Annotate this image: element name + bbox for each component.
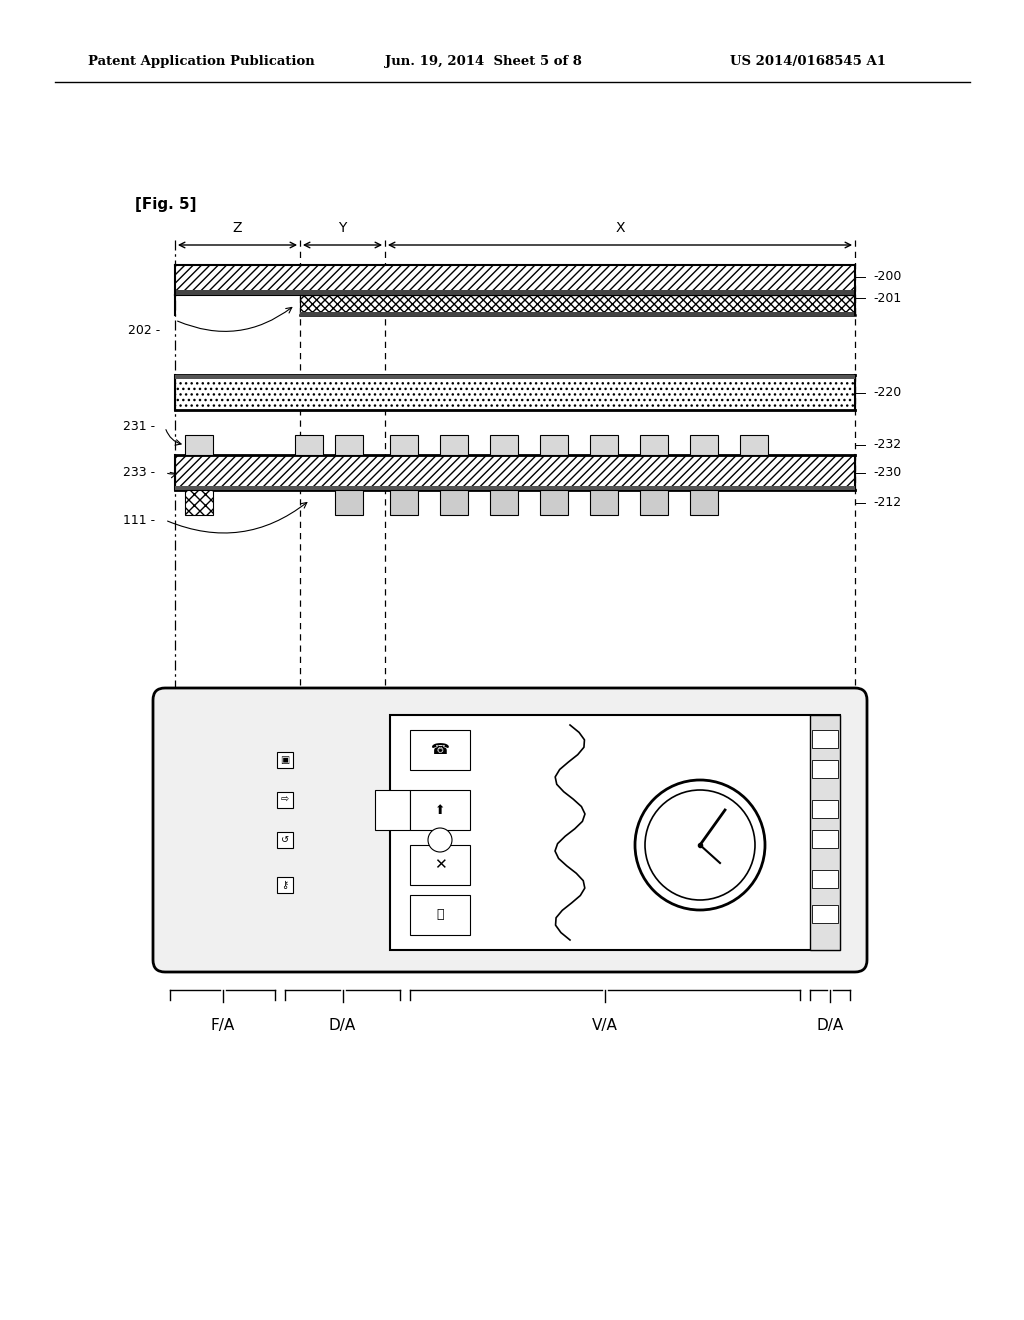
Circle shape (645, 789, 755, 900)
Text: 202 -: 202 - (128, 323, 160, 337)
Bar (300, 294, 855, 315)
Bar (812, 760, 838, 777)
Text: Jun. 19, 2014  Sheet 5 of 8: Jun. 19, 2014 Sheet 5 of 8 (385, 55, 582, 69)
Text: -212: -212 (873, 496, 901, 510)
Bar (740, 436, 768, 455)
Bar (490, 490, 518, 515)
Bar (540, 490, 568, 515)
Text: ⇨: ⇨ (281, 795, 289, 805)
Bar (278, 792, 293, 808)
Text: Y: Y (338, 220, 347, 235)
Bar (440, 436, 468, 455)
Text: [Fig. 5]: [Fig. 5] (135, 198, 197, 213)
Text: 233 -: 233 - (123, 466, 155, 479)
Bar (335, 490, 362, 515)
Bar (390, 490, 418, 515)
Text: ✕: ✕ (433, 858, 446, 873)
Circle shape (428, 828, 452, 851)
Bar (175, 290, 855, 294)
Text: 231 -: 231 - (123, 421, 155, 433)
Text: Patent Application Publication: Patent Application Publication (88, 55, 314, 69)
Bar (812, 800, 838, 818)
Circle shape (635, 780, 765, 909)
Text: 111 -: 111 - (123, 513, 155, 527)
Text: -200: -200 (873, 271, 901, 284)
Text: -201: -201 (873, 292, 901, 305)
Bar (410, 845, 470, 884)
Text: X: X (615, 220, 625, 235)
Bar (278, 752, 293, 768)
Bar (640, 436, 668, 455)
Bar (185, 436, 213, 455)
Bar (390, 436, 418, 455)
Text: ↺: ↺ (281, 836, 289, 845)
Bar (295, 436, 323, 455)
Text: US 2014/0168545 A1: US 2014/0168545 A1 (730, 55, 886, 69)
Bar (278, 832, 293, 847)
Text: -220: -220 (873, 385, 901, 399)
Text: -232: -232 (873, 438, 901, 451)
Text: ▣: ▣ (281, 755, 290, 766)
Bar (410, 789, 470, 830)
Bar (812, 830, 838, 847)
Bar (175, 486, 855, 490)
Bar (490, 436, 518, 455)
Bar (810, 715, 840, 950)
Text: -230: -230 (873, 466, 901, 479)
Bar (640, 490, 668, 515)
Text: 🔄: 🔄 (436, 908, 443, 921)
Text: ☎: ☎ (430, 742, 450, 758)
Text: F/A: F/A (210, 1018, 234, 1034)
Bar (175, 375, 855, 379)
Text: Z: Z (232, 220, 243, 235)
Bar (690, 436, 718, 455)
Bar (300, 312, 855, 315)
Bar (690, 490, 718, 515)
Bar (390, 715, 840, 950)
Bar (175, 455, 855, 490)
Bar (812, 730, 838, 748)
FancyBboxPatch shape (153, 688, 867, 972)
Bar (540, 436, 568, 455)
Bar (440, 490, 468, 515)
Bar (278, 876, 293, 894)
Bar (375, 789, 410, 830)
Bar (335, 436, 362, 455)
Bar (175, 265, 855, 294)
Bar (590, 436, 618, 455)
Text: D/A: D/A (329, 1018, 356, 1034)
Text: V/A: V/A (592, 1018, 617, 1034)
Bar (185, 490, 213, 515)
Bar (175, 375, 855, 411)
Bar (590, 490, 618, 515)
Bar (410, 895, 470, 935)
Bar (410, 730, 470, 770)
Bar (812, 870, 838, 888)
Text: D/A: D/A (816, 1018, 844, 1034)
Text: ⬆: ⬆ (435, 804, 445, 817)
Text: ⚷: ⚷ (282, 880, 289, 890)
Bar (812, 906, 838, 923)
